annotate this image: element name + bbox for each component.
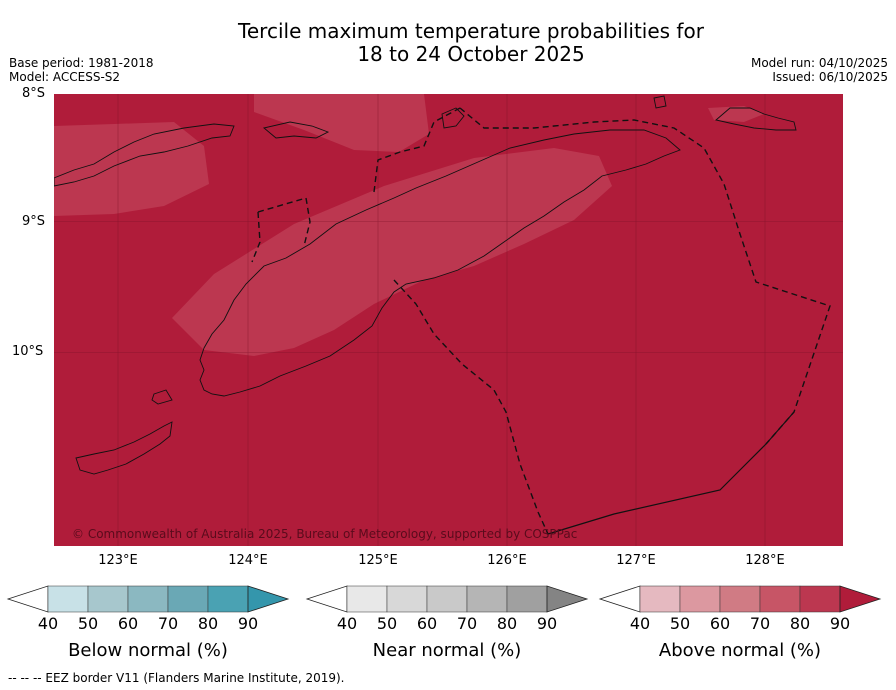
above-tick-label: 80 — [789, 614, 811, 633]
eez-oecusse — [251, 197, 311, 263]
colorbar-title-near: Near normal (%) — [372, 640, 522, 661]
coast-small-island — [653, 95, 667, 109]
below-colorbar-segment — [167, 585, 209, 613]
above-tick-label: 50 — [669, 614, 691, 633]
meta-left: Base period: 1981-2018 Model: ACCESS-S2 — [9, 56, 154, 84]
eez-solid-segment — [547, 411, 795, 535]
eez-south — [393, 279, 549, 535]
colorbar-below — [6, 585, 290, 613]
above-colorbar-under-triangle — [598, 585, 641, 613]
eez-timor-leste — [459, 107, 831, 445]
below-tick-label: 80 — [197, 614, 219, 633]
gridlines — [54, 94, 843, 546]
near-tick-label: 40 — [336, 614, 358, 633]
below-colorbar-segment — [127, 585, 169, 613]
title-line-2: 18 to 24 October 2025 — [357, 42, 585, 66]
below-colorbar-segment — [87, 585, 129, 613]
above-colorbar-segment — [799, 585, 841, 613]
near-colorbar-segment — [426, 585, 468, 613]
below-tick-label: 40 — [37, 614, 59, 633]
lon-label-127e: 127°E — [616, 553, 656, 568]
lon-label-125e: 125°E — [358, 553, 398, 568]
near-tick-label: 80 — [496, 614, 518, 633]
above-tick-label: 40 — [629, 614, 651, 633]
below-colorbar-segment — [207, 585, 249, 613]
colorbar-title-above: Above normal (%) — [658, 640, 822, 661]
below-tick-label: 60 — [117, 614, 139, 633]
near-colorbar-segment — [506, 585, 548, 613]
near-tick-label: 50 — [376, 614, 398, 633]
lon-label-126e: 126°E — [487, 553, 527, 568]
above-tick-label: 90 — [829, 614, 851, 633]
coast-alor — [263, 121, 330, 139]
below-colorbar-segment — [47, 585, 89, 613]
below-colorbar-under-triangle — [6, 585, 49, 613]
above-colorbar-segment — [719, 585, 761, 613]
colorbar-title-below: Below normal (%) — [68, 640, 228, 661]
lat-label-10s: 10°S — [12, 344, 44, 359]
eez-legend: -- -- -- EEZ border V11 (Flanders Marine… — [8, 671, 345, 685]
coast-timor — [199, 129, 681, 397]
below-tick-label: 50 — [77, 614, 99, 633]
eez-borders — [251, 107, 831, 535]
coast-sumba — [75, 421, 173, 475]
lighter-zone-north — [254, 94, 429, 152]
coast-wetar — [715, 107, 797, 131]
near-tick-label: 60 — [416, 614, 438, 633]
below-colorbar-over-triangle — [247, 585, 290, 613]
lighter-zone-flores — [54, 122, 209, 216]
lighter-zone-timor — [172, 148, 612, 356]
lighter-zone-wetar — [708, 106, 764, 122]
near-colorbar-over-triangle — [546, 585, 589, 613]
copyright-text: © Commonwealth of Australia 2025, Bureau… — [72, 527, 577, 541]
colorbar-near — [305, 585, 589, 613]
base-period: Base period: 1981-2018 — [9, 56, 154, 70]
lat-label-9s: 9°S — [22, 214, 46, 229]
above-tick-label: 70 — [749, 614, 771, 633]
lon-label-123e: 123°E — [98, 553, 138, 568]
probability-map: © Commonwealth of Australia 2025, Bureau… — [54, 94, 843, 546]
above-colorbar-segment — [759, 585, 801, 613]
coastlines — [54, 95, 797, 475]
coast-atauro — [441, 107, 465, 129]
below-tick-label: 90 — [237, 614, 259, 633]
lon-label-128e: 128°E — [745, 553, 785, 568]
issued-date: Issued: 06/10/2025 — [772, 70, 888, 84]
coast-flores — [54, 123, 235, 187]
near-colorbar-segment — [466, 585, 508, 613]
model-name: Model: ACCESS-S2 — [9, 70, 121, 84]
near-tick-label: 90 — [536, 614, 558, 633]
above-colorbar-segment — [639, 585, 681, 613]
model-run: Model run: 04/10/2025 — [750, 56, 888, 70]
colorbars — [6, 585, 882, 613]
meta-right: Model run: 04/10/2025 Issued: 06/10/2025 — [751, 56, 888, 84]
map-title: Tercile maximum temperature probabilitie… — [0, 20, 896, 66]
lon-label-124e: 124°E — [228, 553, 268, 568]
lat-label-8s: 8°S — [22, 86, 46, 101]
near-colorbar-segment — [386, 585, 428, 613]
title-line-1: Tercile maximum temperature probabilitie… — [238, 19, 704, 43]
above-tick-label: 60 — [709, 614, 731, 633]
eez-north — [373, 107, 461, 193]
colorbar-above — [598, 585, 882, 613]
above-colorbar-over-triangle — [839, 585, 882, 613]
near-colorbar-under-triangle — [305, 585, 348, 613]
near-tick-label: 70 — [456, 614, 478, 633]
coast-roti — [151, 389, 173, 405]
near-colorbar-segment — [346, 585, 388, 613]
below-tick-label: 70 — [157, 614, 179, 633]
above-colorbar-segment — [679, 585, 721, 613]
